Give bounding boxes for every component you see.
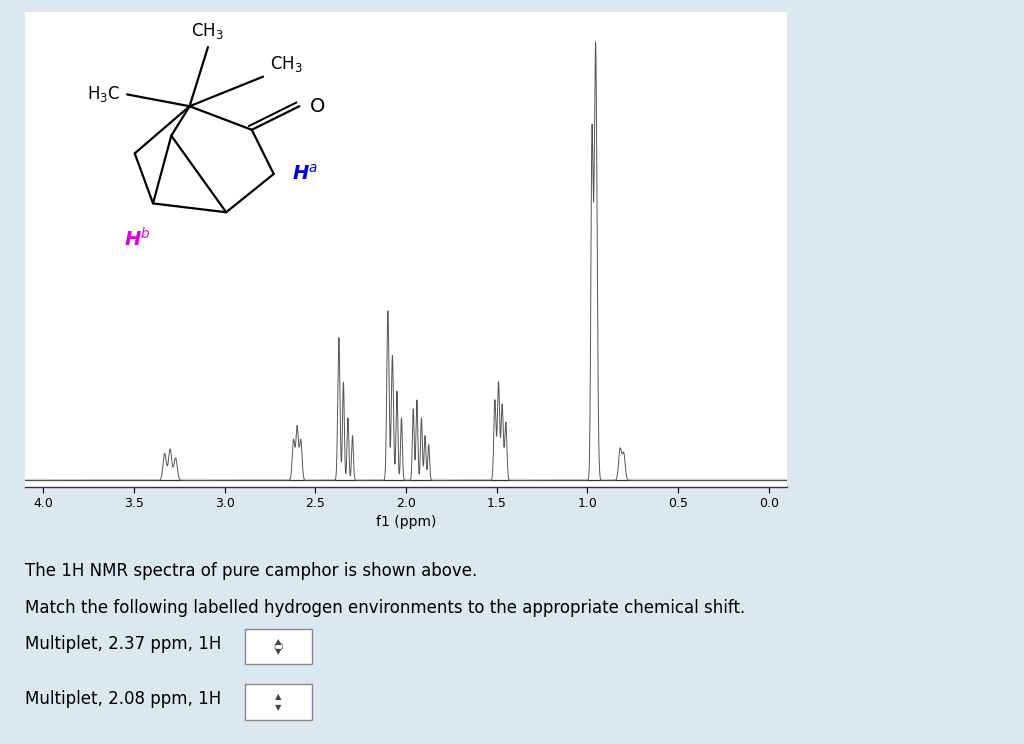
Text: ▲: ▲ [275, 693, 282, 702]
Text: ⬡: ⬡ [273, 641, 284, 652]
Text: ▲: ▲ [275, 637, 282, 646]
Text: Multiplet, 2.08 ppm, 1H: Multiplet, 2.08 ppm, 1H [25, 690, 221, 708]
Text: Multiplet, 2.37 ppm, 1H: Multiplet, 2.37 ppm, 1H [25, 635, 221, 652]
Text: ▼: ▼ [275, 647, 282, 656]
Text: ▼: ▼ [275, 703, 282, 712]
Text: The 1H NMR spectra of pure camphor is shown above.: The 1H NMR spectra of pure camphor is sh… [25, 562, 477, 580]
X-axis label: f1 (ppm): f1 (ppm) [376, 515, 436, 528]
Text: Match the following labelled hydrogen environments to the appropriate chemical s: Match the following labelled hydrogen en… [25, 599, 745, 617]
